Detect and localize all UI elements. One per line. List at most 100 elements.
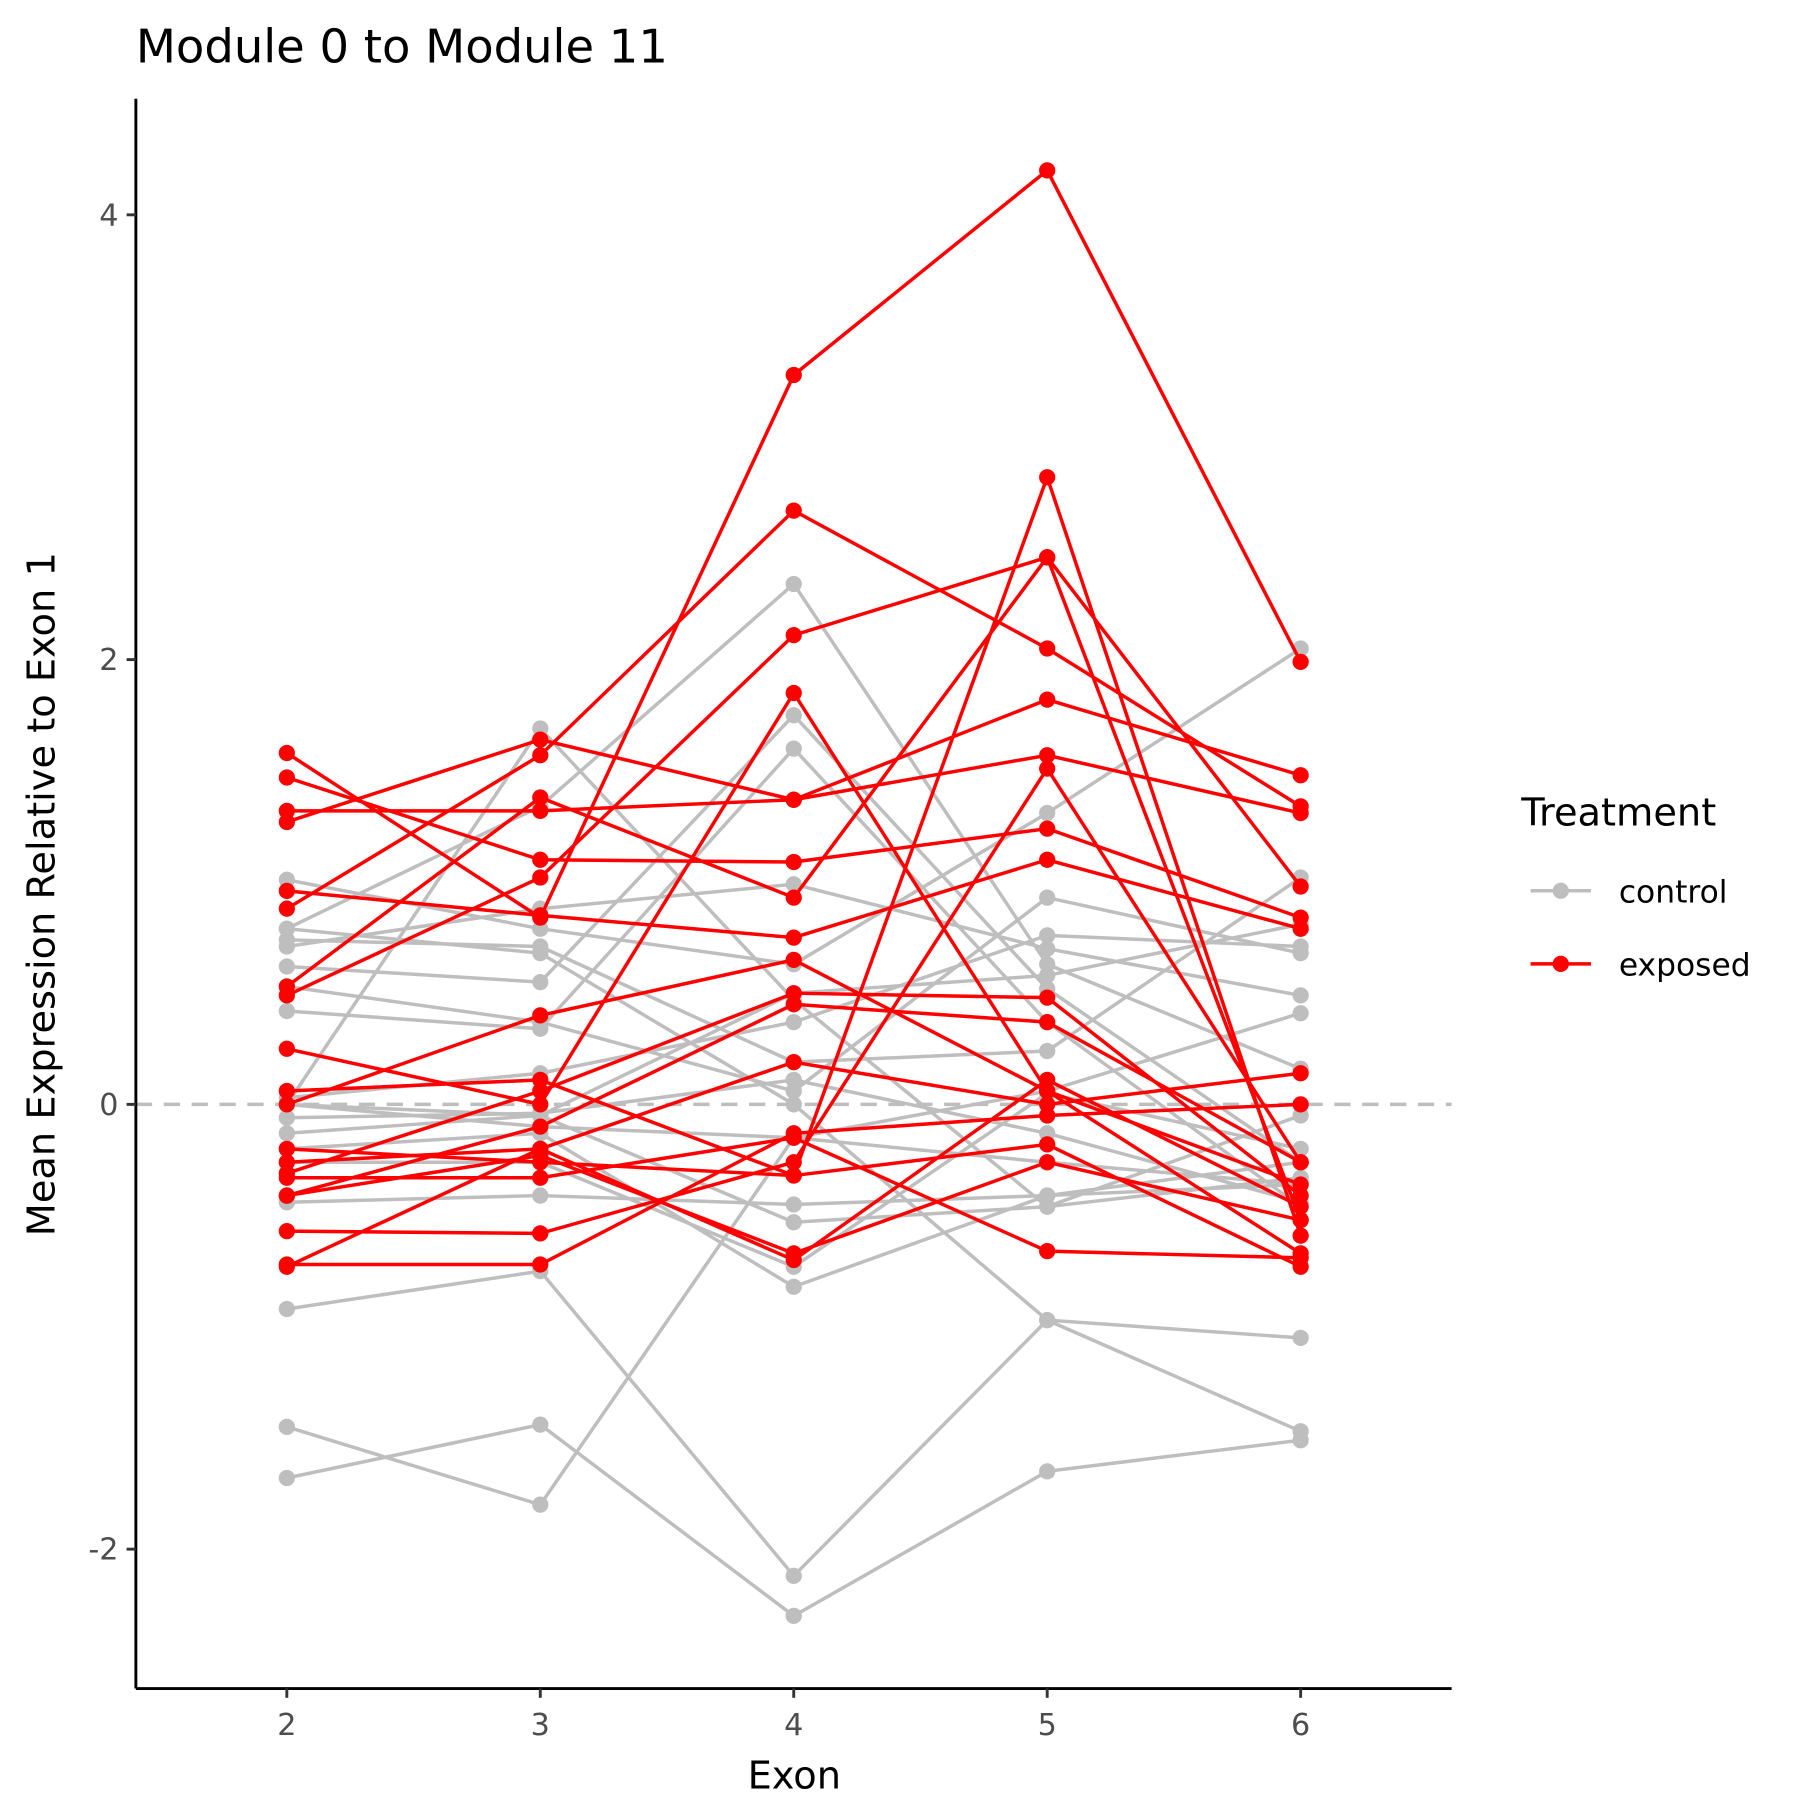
data-point [278, 1256, 295, 1273]
data-point [1039, 549, 1056, 566]
data-point [1039, 927, 1056, 944]
data-point [532, 920, 549, 937]
series-exposed-22 [278, 747, 1309, 822]
data-point [532, 1007, 549, 1024]
data-point [278, 1418, 295, 1435]
series-exposed-23 [278, 769, 1309, 926]
data-point [785, 929, 802, 946]
data-point [532, 1147, 549, 1164]
series-control-16 [278, 1071, 1309, 1211]
data-point [785, 1082, 802, 1100]
x-tick-label: 2 [277, 1708, 296, 1743]
y-tick-label: 0 [99, 1088, 118, 1123]
chart-title: Module 0 to Module 11 [136, 20, 668, 74]
data-point [1292, 938, 1309, 955]
data-point [278, 900, 295, 917]
data-point [785, 502, 802, 519]
data-point [278, 1096, 295, 1113]
data-point [278, 920, 295, 937]
x-tick-label: 6 [1291, 1708, 1310, 1743]
data-point [1039, 1096, 1056, 1113]
data-point [532, 720, 549, 737]
data-point [1292, 1423, 1309, 1440]
data-point [1292, 1211, 1309, 1229]
data-point [1039, 1082, 1056, 1100]
data-point [532, 1107, 549, 1124]
data-point [532, 789, 549, 806]
series-control-2 [278, 1263, 1309, 1584]
data-point [1292, 1096, 1309, 1113]
data-point [278, 931, 295, 948]
data-point [278, 1082, 295, 1100]
data-point [532, 1256, 549, 1273]
x-ticks: 2 3 4 5 6 [277, 1688, 1310, 1743]
data-point [1292, 1249, 1309, 1266]
data-point [278, 1109, 295, 1126]
data-point [278, 802, 295, 819]
data-point [785, 853, 802, 871]
data-point [278, 958, 295, 975]
data-point [278, 1040, 295, 1057]
data-point [532, 802, 549, 819]
data-point [1039, 820, 1056, 837]
data-point [1039, 804, 1056, 822]
data-point [532, 1225, 549, 1242]
data-point [1039, 1311, 1056, 1329]
data-point [785, 1154, 802, 1171]
series-exposed-31 [278, 985, 1309, 1204]
data-point [278, 813, 295, 831]
data-point [1039, 1125, 1056, 1142]
y-ticks: -2 0 2 4 [88, 198, 136, 1568]
data-point [1039, 889, 1056, 906]
x-tick-label: 3 [531, 1708, 550, 1743]
series-control-0 [278, 1416, 1309, 1625]
data-point [278, 769, 295, 786]
data-point [1039, 469, 1056, 486]
data-point [1039, 956, 1056, 973]
data-point [1292, 767, 1309, 784]
y-tick-label: -2 [88, 1533, 118, 1568]
data-point [785, 627, 802, 644]
data-point [785, 889, 802, 906]
data-point [785, 1567, 802, 1584]
legend: Treatment control exposed [1520, 791, 1750, 984]
data-point [532, 731, 549, 748]
data-point [1292, 920, 1309, 937]
data-point [278, 1469, 295, 1487]
y-axis-label: Mean Expression Relative to Exon 1 [20, 552, 65, 1236]
data-point [278, 882, 295, 900]
x-tick-label: 4 [784, 1708, 803, 1743]
data-point [1039, 1136, 1056, 1153]
data-point [1292, 798, 1309, 815]
data-point [1039, 1187, 1056, 1204]
data-point [532, 1071, 549, 1089]
data-point [278, 1169, 295, 1186]
data-point [1039, 747, 1056, 764]
legend-item-control: control [1530, 874, 1728, 910]
x-axis-label: Exon [748, 1753, 841, 1798]
data-point [1292, 1176, 1309, 1193]
legend-label-control: control [1619, 874, 1728, 910]
data-point [278, 1187, 295, 1204]
data-point [278, 871, 295, 888]
data-point [532, 1187, 549, 1204]
data-point [785, 1013, 802, 1031]
data-point [1039, 1198, 1056, 1215]
series-exposed-39 [278, 1147, 1309, 1262]
x-tick-label: 5 [1038, 1708, 1057, 1743]
data-point [1292, 1227, 1309, 1244]
data-point [532, 1416, 549, 1433]
data-point [532, 851, 549, 868]
data-point [532, 907, 549, 924]
data-point [532, 938, 549, 955]
data-point [1039, 967, 1056, 984]
data-point [1039, 989, 1056, 1006]
data-point [785, 1196, 802, 1213]
data-point [278, 1223, 295, 1240]
data-point [278, 987, 295, 1004]
data-point [278, 1154, 295, 1171]
data-point [1039, 851, 1056, 868]
data-point [532, 1082, 549, 1100]
data-point [532, 1096, 549, 1113]
